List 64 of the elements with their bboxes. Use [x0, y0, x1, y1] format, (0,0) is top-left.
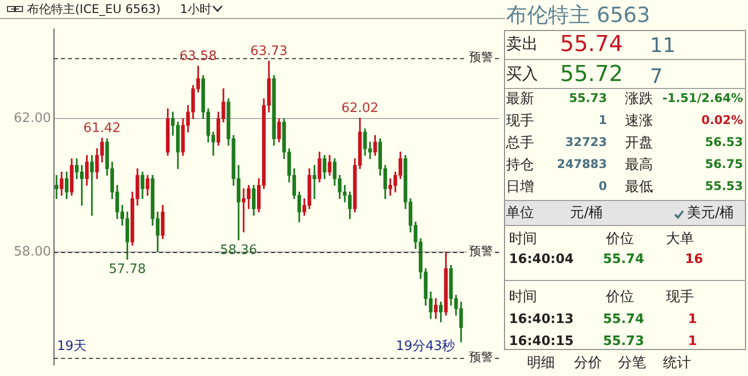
- text: 明细: [527, 355, 555, 371]
- text: 分笔: [618, 355, 646, 371]
- text: 16:40:04: [509, 252, 574, 267]
- text: 最高: [625, 157, 653, 173]
- text: 55.73: [568, 91, 607, 105]
- text: 56.75: [704, 157, 743, 171]
- text: 现手: [506, 113, 534, 129]
- text: 1: [688, 334, 698, 349]
- text: 涨跌: [625, 91, 653, 107]
- annotation: 57.78: [108, 262, 146, 278]
- annotation: 63.58: [180, 48, 217, 64]
- text: 开盘: [625, 135, 653, 151]
- text: 0: [598, 179, 607, 193]
- ref-line-label: 预警: [469, 244, 493, 258]
- text: 美元/桶: [687, 205, 734, 221]
- text: 1: [688, 312, 698, 327]
- annotation: 58.36: [220, 242, 258, 258]
- text: 大单: [666, 231, 694, 247]
- text: 32723: [564, 135, 607, 149]
- annotation: 63.73: [250, 44, 288, 59]
- text: 时间: [509, 231, 537, 247]
- text: 7: [650, 64, 663, 88]
- ref-line-label: 预警: [469, 350, 493, 364]
- text: -1.51/2.64%: [661, 91, 743, 105]
- text: 布伦特主 6563: [506, 3, 650, 27]
- text: 持仓: [506, 157, 534, 173]
- text: 现手: [666, 289, 694, 305]
- text: 价位: [606, 289, 634, 305]
- text: 55.53: [704, 179, 743, 193]
- text: 总手: [506, 135, 534, 151]
- text: 元/桶: [570, 205, 603, 221]
- annotation: 61.42: [83, 120, 121, 136]
- text: 55.72: [560, 62, 623, 87]
- y-tick-label: 62.00: [14, 111, 51, 126]
- text: 时间: [509, 289, 537, 305]
- text: 55.73: [603, 334, 644, 349]
- text: 分价: [574, 355, 602, 371]
- text: 价位: [606, 231, 634, 247]
- text: 55.74: [603, 312, 644, 327]
- text: 11: [650, 33, 676, 57]
- text: 日增: [506, 179, 534, 195]
- chart-title: 布伦特主(ICE_EU 6563): [27, 2, 161, 16]
- annotation: 19天: [57, 339, 87, 354]
- text: 55.74: [560, 32, 623, 57]
- text: 1: [598, 113, 607, 127]
- text: 最新: [506, 91, 534, 107]
- text: 56.53: [704, 135, 743, 149]
- text: 速涨: [625, 113, 653, 129]
- text: 卖出: [506, 34, 538, 53]
- text: 16:40:13: [509, 312, 574, 327]
- text: 最低: [625, 179, 653, 195]
- text: 16:40:15: [509, 334, 574, 349]
- text: 55.74: [603, 252, 644, 267]
- ref-line-label: 预警: [469, 50, 493, 64]
- chart-subtitle: 1小时: [180, 2, 212, 16]
- annotation: 19分43秒: [396, 339, 455, 354]
- annotation: 62.02: [341, 100, 379, 116]
- text: 247883: [556, 157, 607, 171]
- text: 单位: [506, 205, 534, 221]
- y-tick-label: 58.00: [14, 244, 51, 260]
- text: 0.02%: [700, 113, 743, 127]
- text: 统计: [663, 355, 691, 371]
- text: 买入: [506, 64, 538, 83]
- text: 16: [685, 252, 704, 267]
